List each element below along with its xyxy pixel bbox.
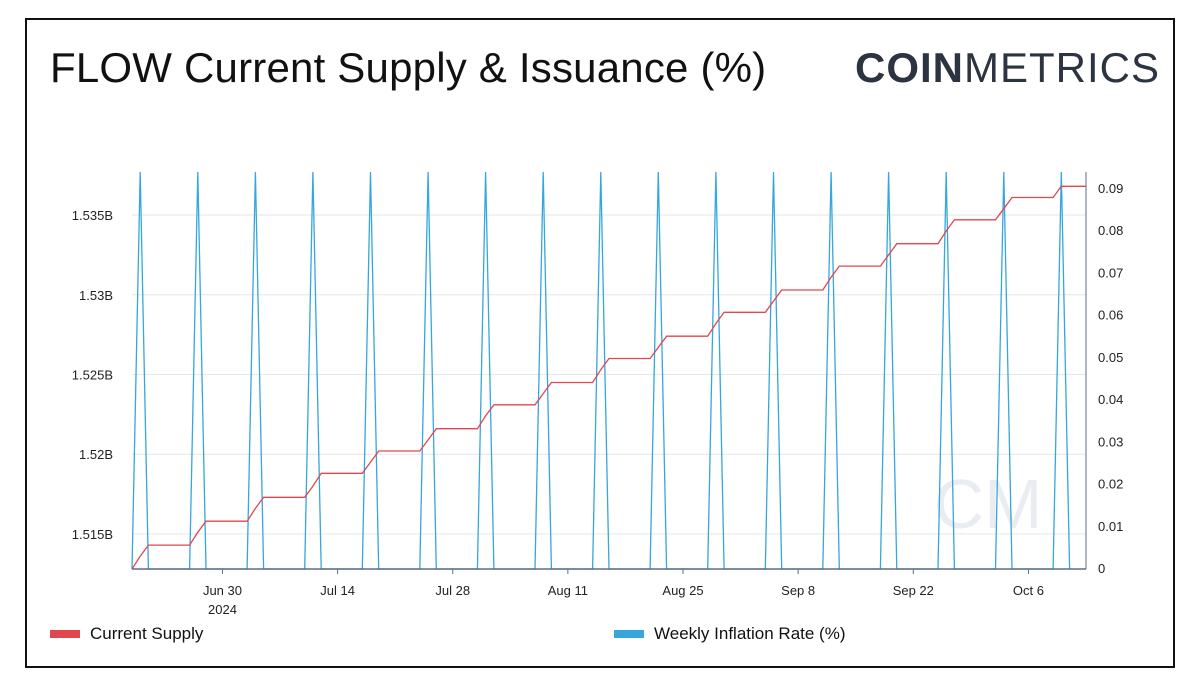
x-axis-labels: Jun 30 2024 Jul 14 Jul 28 Aug 11 Aug 25 Sep 8 S… <box>203 569 1044 617</box>
legend-label-weekly-inflation: Weekly Inflation Rate (%) <box>654 624 846 643</box>
x-tick-label: Jun 30 <box>203 583 242 598</box>
legend-item-weekly-inflation[interactable]: Weekly Inflation Rate (%) <box>614 624 845 644</box>
legend-label-current-supply: Current Supply <box>90 624 204 643</box>
supply-line <box>131 185 1086 570</box>
y-left-tick-label: 1.525B <box>72 367 113 382</box>
x-tick-label: Sep 22 <box>893 583 934 598</box>
gridlines <box>132 214 1086 535</box>
y-right-tick-label: 0.08 <box>1098 223 1123 238</box>
y-left-tick-label: 1.535B <box>72 208 113 223</box>
y-right-tick-label: 0.06 <box>1098 308 1123 323</box>
series-current-supply <box>131 185 1086 570</box>
y-left-tick-label: 1.53B <box>79 288 113 303</box>
x-tick-label: Jul 14 <box>320 583 355 598</box>
logo-light-text: METRICS <box>964 44 1160 91</box>
x-tick-label: Sep 8 <box>781 583 815 598</box>
chart-frame <box>25 18 1175 668</box>
x-tick-label: Aug 11 <box>548 583 588 598</box>
logo-bold-text: COIN <box>855 44 964 91</box>
y-right-tick-label: 0.04 <box>1098 392 1123 407</box>
y-axis-right-labels: 0 0.01 0.02 0.03 0.04 0.05 0.06 0.07 0.08 0.09 <box>1098 181 1123 576</box>
y-left-tick-label: 1.52B <box>79 447 113 462</box>
y-right-tick-label: 0.02 <box>1098 477 1123 492</box>
y-right-tick-label: 0 <box>1098 561 1105 576</box>
axes <box>132 172 1087 570</box>
x-tick-label: Aug 25 <box>662 583 703 598</box>
legend-item-current-supply[interactable]: Current Supply <box>50 624 203 644</box>
coinmetrics-logo: COINMETRICS <box>855 44 1160 92</box>
x-tick-label: Oct 6 <box>1013 583 1044 598</box>
y-right-tick-label: 0.03 <box>1098 434 1123 449</box>
y-right-tick-label: 0.01 <box>1098 519 1123 534</box>
chart-title: FLOW Current Supply & Issuance (%) <box>50 44 767 91</box>
y-right-tick-label: 0.05 <box>1098 350 1123 365</box>
y-right-tick-label: 0.09 <box>1098 181 1123 196</box>
legend-swatch-weekly-inflation <box>614 630 644 638</box>
watermark-logo: CM <box>934 465 1043 543</box>
y-right-tick-label: 0.07 <box>1098 265 1123 280</box>
x-tick-sublabel: 2024 <box>208 602 237 617</box>
y-axis-left-labels: 1.515B 1.52B 1.525B 1.53B 1.535B <box>72 208 113 542</box>
legend-swatch-current-supply <box>50 630 80 638</box>
x-tick-label: Jul 28 <box>435 583 470 598</box>
y-left-tick-label: 1.515B <box>72 527 113 542</box>
